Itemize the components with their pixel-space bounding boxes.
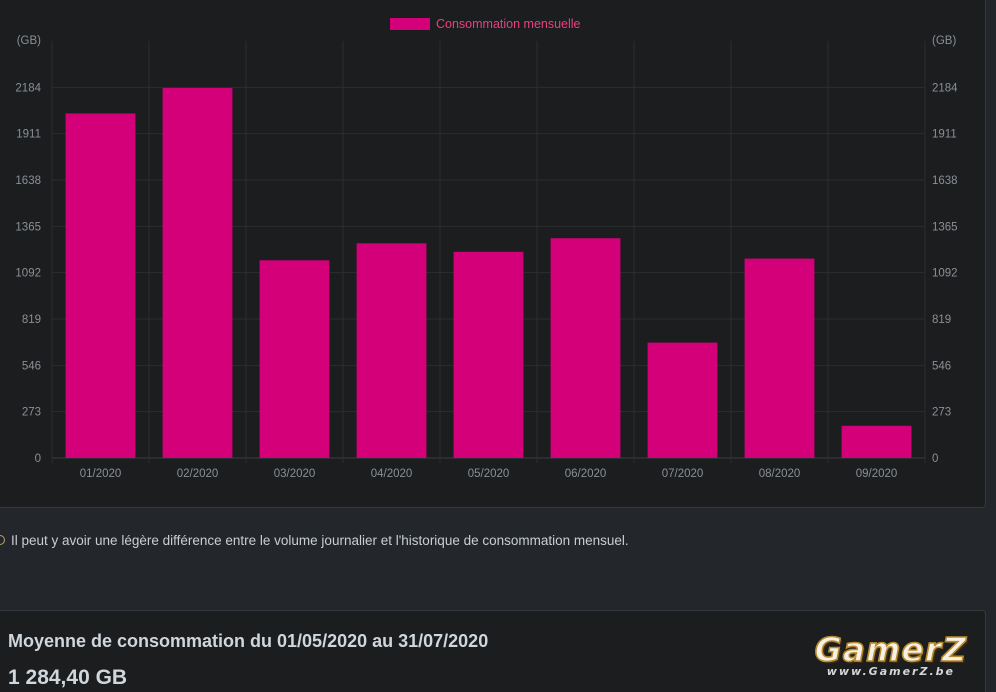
legend-label: Consommation mensuelle: [436, 17, 581, 31]
y-tick-label-right: 273: [932, 407, 951, 419]
chart-panel: Consommation mensuelle (GB) (GB) 0 0 273 273 54…: [0, 0, 986, 508]
y-tick-label-left: 1092: [15, 268, 41, 280]
y-tick-label-left: 1638: [15, 175, 41, 187]
x-tick-label: 05/2020: [468, 468, 510, 480]
x-tick-label: 09/2020: [856, 468, 898, 480]
y-tick-label-right: 1911: [932, 129, 957, 141]
bar: [162, 88, 233, 458]
bar: [356, 243, 427, 458]
watermark-url: www.GamerZ.be: [826, 665, 955, 678]
gamerz-watermark: GamerZ www.GamerZ.be: [814, 630, 967, 678]
x-tick-label: 06/2020: [565, 468, 607, 480]
x-tick-label: 01/2020: [80, 468, 122, 480]
y-tick-label-right: 546: [932, 360, 951, 372]
y-tick-label-right: 1092: [932, 268, 958, 280]
y-tick-label-left: 273: [22, 407, 41, 419]
y-tick-label-left: 1365: [15, 221, 41, 233]
bar: [65, 113, 136, 458]
y-tick-label-right: 2184: [932, 82, 958, 94]
x-tick-label: 07/2020: [662, 468, 704, 480]
average-panel: Moyenne de consommation du 01/05/2020 au…: [0, 610, 986, 692]
x-tick-label: 03/2020: [274, 468, 316, 480]
y-tick-label-left: 0: [35, 453, 41, 465]
average-value: 1 284,40 GB: [8, 666, 128, 689]
bar: [550, 238, 621, 458]
info-icon: [0, 535, 5, 545]
monthly-consumption-chart: Consommation mensuelle (GB) (GB) 0 0 273 273 54…: [15, 17, 958, 480]
legend-swatch: [390, 18, 430, 30]
y-tick-label-left: 2184: [15, 82, 41, 94]
y-unit-left: (GB): [17, 35, 41, 47]
y-unit-right: (GB): [932, 35, 956, 47]
x-tick-label: 04/2020: [371, 468, 413, 480]
y-tick-label-left: 1911: [16, 129, 41, 141]
info-note-text: Il peut y avoir une légère différence en…: [11, 532, 629, 548]
watermark-logo: GamerZ: [814, 630, 967, 669]
y-tick-label-left: 819: [22, 314, 41, 326]
average-title: Moyenne de consommation du 01/05/2020 au…: [8, 631, 489, 651]
bar: [841, 425, 912, 458]
bar: [259, 260, 330, 458]
y-tick-label-right: 1365: [932, 221, 958, 233]
x-tick-label: 08/2020: [759, 468, 801, 480]
y-tick-label-right: 1638: [932, 175, 958, 187]
y-tick-label-right: 0: [932, 453, 938, 465]
bar: [744, 258, 815, 458]
bar: [647, 342, 718, 458]
bar: [453, 251, 524, 458]
x-tick-label: 02/2020: [177, 468, 219, 480]
info-note: Il peut y avoir une légère différence en…: [0, 530, 629, 550]
y-tick-label-left: 546: [22, 360, 41, 372]
y-tick-label-right: 819: [932, 314, 951, 326]
